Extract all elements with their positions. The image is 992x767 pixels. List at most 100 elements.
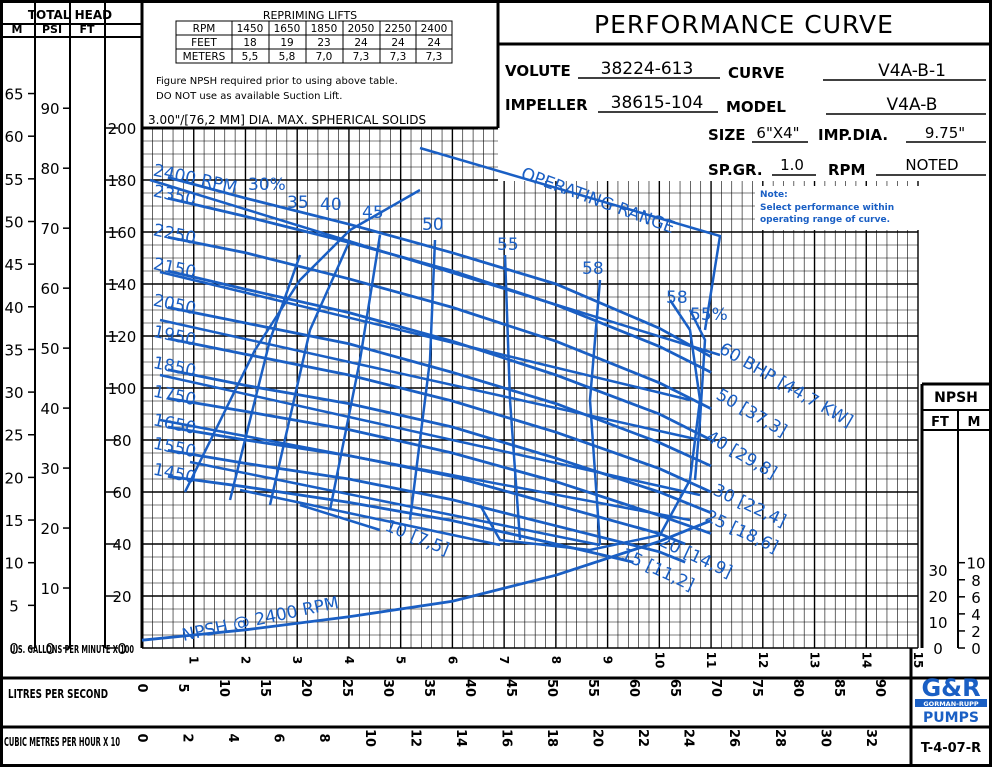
x3-axis-label: CUBIC METRES PER HOUR X 10 [4, 735, 120, 749]
table-backdrop [142, 1, 498, 128]
table-cell: 1650 [274, 23, 301, 35]
x3-tick-label: 8 [316, 733, 331, 742]
size-value: 6"X4" [756, 124, 799, 142]
table-cell: 18 [243, 37, 256, 49]
x-tick-label: 11 [704, 652, 718, 669]
npsh-ft-label: 20 [928, 588, 947, 606]
x3-tick-label: 24 [681, 729, 696, 747]
size-label: SIZE [708, 126, 746, 144]
y-tick-label-m: 50 [4, 213, 23, 231]
solids-note: 3.00"/[76,2 MM] DIA. MAX. SPHERICAL SOLI… [148, 113, 426, 127]
unit-psi-label: PSI [42, 23, 62, 36]
gorman-rupp-logo: G&R GORMAN-RUPP PUMPS [915, 674, 987, 726]
x3-tick-label: 12 [407, 729, 422, 747]
series-line [167, 337, 712, 494]
table-cell: 2400 [421, 23, 448, 35]
table-cell: 5,5 [242, 51, 259, 63]
x2-tick-label: 65 [667, 679, 682, 697]
y-tick-label-ft: 200 [108, 120, 137, 138]
efficiency-label: 55% [690, 305, 728, 325]
x2-tick-label: 25 [339, 679, 354, 697]
logo-company: GORMAN-RUPP [923, 700, 979, 708]
series-line [141, 519, 712, 642]
efficiency-label: 35 [287, 193, 309, 213]
table-cell: 19 [280, 37, 293, 49]
table-cell: 1450 [237, 23, 264, 35]
impdia-label: IMP.DIA. [818, 126, 888, 144]
y-tick-label-m: 45 [4, 256, 23, 274]
series-line [167, 196, 712, 374]
x-tick-label: 4 [342, 656, 356, 664]
y-tick-label-ft: 60 [112, 484, 131, 502]
y-tick-label-psi: 70 [40, 220, 59, 238]
drawing-number: T-4-07-R [921, 741, 981, 756]
x-tick-label: 12 [756, 652, 770, 669]
y-tick-label-m: 10 [4, 555, 23, 573]
table-cell: 2250 [385, 23, 412, 35]
spgr-value: 1.0 [780, 156, 804, 174]
repriming-table-rows: RPM 1450 1650 1850 2050 2250 2400 FEET 1… [183, 23, 448, 63]
x2-tick-label: 45 [503, 679, 518, 697]
efficiency-label: 58 [666, 288, 688, 308]
x2-tick-label: 5 [175, 683, 190, 692]
impeller-label: IMPELLER [505, 96, 588, 114]
x2-tick-label: 40 [462, 679, 477, 697]
model-value: V4A-B [887, 95, 938, 115]
repriming-table-lines [175, 20, 453, 64]
npsh-unit-ft: FT [931, 415, 949, 430]
impeller-value: 38615-104 [611, 93, 704, 113]
efficiency-label: 55 [497, 235, 519, 255]
series-line [167, 269, 712, 442]
y-tick-label-ft: 100 [108, 380, 137, 398]
y-tick-label-ft: 0 [117, 640, 127, 658]
y-tick-label-ft: 20 [112, 588, 131, 606]
table-row-label: METERS [183, 51, 226, 63]
y-tick-label-ft: 140 [108, 276, 137, 294]
x3-tick-label: 10 [362, 729, 377, 747]
series-label: 1450 [151, 460, 197, 489]
x2-tick-label: 80 [790, 679, 805, 697]
table-cell: 24 [391, 37, 405, 49]
y-tick-label-m: 35 [4, 341, 23, 359]
volute-value: 38224-613 [601, 59, 694, 79]
x2-tick-label: 50 [544, 679, 559, 697]
header-backdrop [498, 1, 990, 181]
y-tick-label-ft: 80 [112, 432, 131, 450]
y-tick-label-ft: 40 [112, 536, 131, 554]
y-tick-label-m: 30 [4, 384, 23, 402]
x3-tick-label: 2 [180, 733, 195, 742]
chart-title: PERFORMANCE CURVE [594, 10, 894, 39]
npsh-axis-label: NPSH [934, 390, 978, 406]
x-tick-label: 10 [652, 652, 666, 669]
chart-grid [141, 1, 990, 649]
efficiency-label: 45 [362, 203, 384, 223]
x3-tick-label: 4 [225, 733, 240, 742]
y-tick-label-ft: 180 [108, 172, 137, 190]
series-label: 2050 [151, 291, 197, 320]
note-title: Note: [760, 190, 788, 200]
x3-tick-label: 20 [590, 729, 605, 747]
table-cell: 7,3 [426, 51, 443, 63]
x2-tick-label: 70 [708, 679, 723, 697]
npsh-backdrop [920, 384, 990, 648]
series-label: 1750 [151, 382, 197, 411]
npsh-m-label: 6 [971, 589, 981, 607]
x3-tick-label: 26 [726, 729, 741, 747]
x-tick-label: 7 [497, 656, 511, 664]
unit-ft-label: FT [79, 23, 95, 36]
x-tick-label: 3 [290, 656, 304, 664]
y-tick-label-psi: 90 [40, 100, 59, 118]
unit-m-label: M [12, 23, 23, 36]
table-cell: 7,3 [353, 51, 370, 63]
efficiency-overlay [149, 146, 722, 552]
npsh-m-label: 4 [971, 606, 981, 624]
note-backdrop [755, 186, 950, 230]
x2-tick-label: 35 [421, 679, 436, 697]
y-tick-label-m: 15 [4, 512, 23, 530]
repriming-title: REPRIMING LIFTS [263, 9, 357, 22]
y-tick-label-psi: 40 [40, 400, 59, 418]
x2-tick-label: 90 [872, 679, 887, 697]
x-tick-label: 15 [911, 652, 925, 669]
x3-tick-label: 32 [863, 729, 878, 747]
x2-tick-label: 0 [134, 683, 149, 692]
